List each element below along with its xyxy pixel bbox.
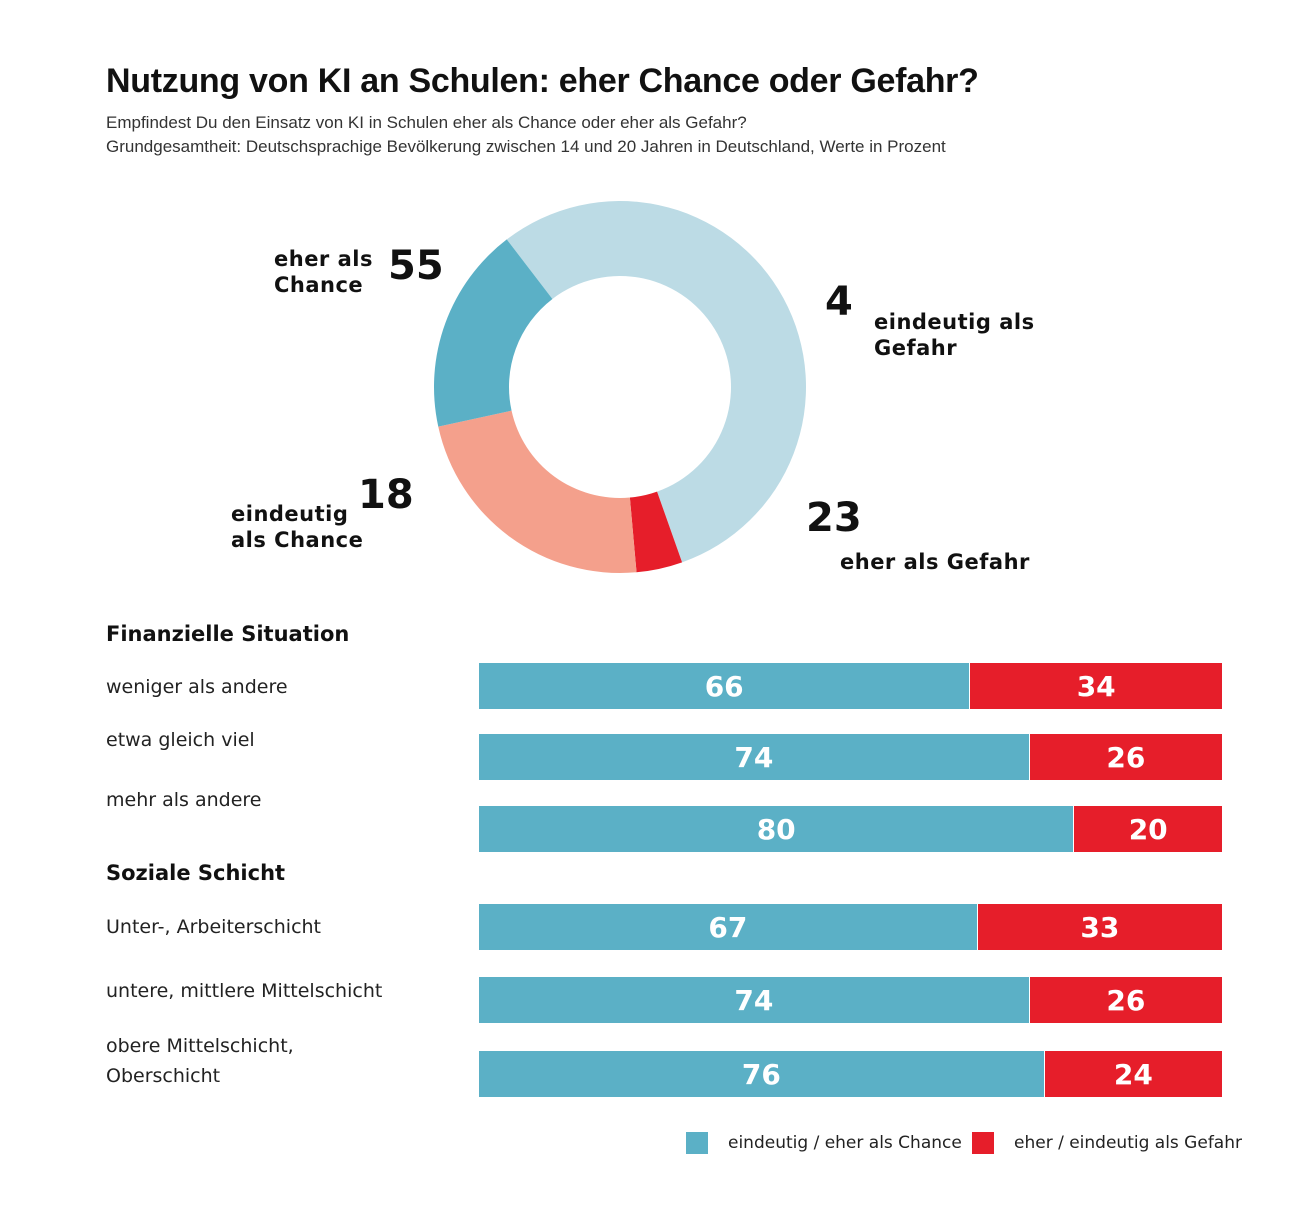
row-label: weniger als andere bbox=[106, 676, 288, 698]
legend-label-chance: eindeutig / eher als Chance bbox=[728, 1133, 962, 1153]
section-title-finanziell: Finanzielle Situation bbox=[106, 622, 350, 646]
bar-segment-gefahr: 33 bbox=[976, 904, 1222, 950]
donut-slice-eher-chance bbox=[506, 200, 806, 563]
legend-swatch-gefahr bbox=[972, 1132, 994, 1154]
bar-segment-gefahr: 26 bbox=[1028, 977, 1222, 1023]
donut-label-eher-gefahr: eher als Gefahr bbox=[840, 550, 1030, 574]
row-label: mehr als andere bbox=[106, 789, 262, 811]
bar-segment-gefahr: 26 bbox=[1028, 734, 1222, 780]
legend-item-chance: eindeutig / eher als Chance bbox=[686, 1132, 962, 1154]
bar-segment-chance: 74 bbox=[479, 734, 1029, 780]
bar-segment-gefahr: 20 bbox=[1073, 806, 1222, 852]
donut-label-eindeutig-chance: eindeutig als Chance bbox=[231, 502, 364, 552]
bar-segment-gefahr: 34 bbox=[969, 663, 1222, 709]
legend-item-gefahr: eher / eindeutig als Gefahr bbox=[972, 1132, 1242, 1154]
bar-segment-chance: 76 bbox=[479, 1051, 1044, 1097]
donut-chart bbox=[434, 200, 806, 573]
row-label: untere, mittlere Mittelschicht bbox=[106, 980, 383, 1002]
donut-slice-eindeutig-gefahr bbox=[629, 491, 683, 573]
stacked-bar: 76 24 bbox=[479, 1051, 1222, 1097]
stacked-bar: 74 26 bbox=[479, 734, 1222, 780]
legend-swatch-chance bbox=[686, 1132, 708, 1154]
legend-label-gefahr: eher / eindeutig als Gefahr bbox=[1014, 1133, 1242, 1153]
stacked-bar: 67 33 bbox=[479, 904, 1222, 950]
stacked-bar: 74 26 bbox=[479, 977, 1222, 1023]
donut-slice-eher-gefahr bbox=[438, 410, 637, 573]
bar-segment-chance: 74 bbox=[479, 977, 1029, 1023]
bar-segment-chance: 80 bbox=[479, 806, 1074, 852]
donut-label-eher-chance: eher als Chance bbox=[274, 247, 373, 297]
bar-segment-chance: 66 bbox=[479, 663, 970, 709]
bar-segment-chance: 67 bbox=[479, 904, 977, 950]
stacked-bar: 66 34 bbox=[479, 663, 1222, 709]
subtitle-basis: Grundgesamtheit: Deutschsprachige Bevölk… bbox=[106, 137, 946, 156]
row-label: Unter-, Arbeiterschicht bbox=[106, 916, 322, 938]
chart-title: Nutzung von KI an Schulen: eher Chance o… bbox=[106, 62, 979, 100]
row-label: obere Mittelschicht, Oberschicht bbox=[106, 1035, 294, 1087]
donut-value-eher-chance: 55 bbox=[388, 243, 444, 289]
subtitle-question: Empfindest Du den Einsatz von KI in Schu… bbox=[106, 113, 747, 132]
bar-segment-gefahr: 24 bbox=[1043, 1051, 1222, 1097]
stacked-bar: 80 20 bbox=[479, 806, 1222, 852]
donut-label-eindeutig-gefahr: eindeutig als Gefahr bbox=[874, 310, 1035, 360]
donut-value-eher-gefahr: 23 bbox=[806, 495, 862, 541]
section-title-sozial: Soziale Schicht bbox=[106, 861, 286, 885]
donut-value-eindeutig-gefahr: 4 bbox=[825, 279, 853, 325]
row-label: etwa gleich viel bbox=[106, 729, 255, 751]
donut-value-eindeutig-chance: 18 bbox=[358, 472, 414, 518]
donut-slice-eindeutig-chance bbox=[434, 239, 553, 427]
